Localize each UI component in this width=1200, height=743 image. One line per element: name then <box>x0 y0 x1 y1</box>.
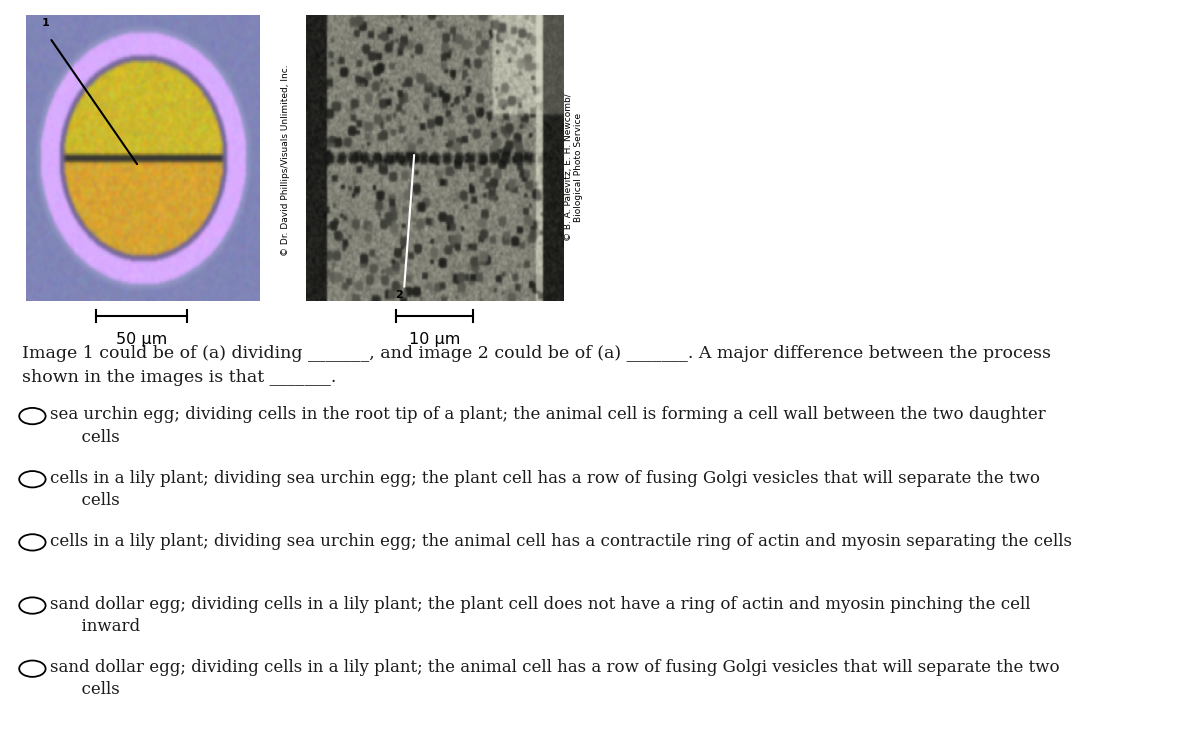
Text: sea urchin egg; dividing cells in the root tip of a plant; the animal cell is fo: sea urchin egg; dividing cells in the ro… <box>50 406 1046 446</box>
Text: 1: 1 <box>42 19 49 28</box>
Text: © Dr. David Phillips/Visuals Unlimited, Inc.: © Dr. David Phillips/Visuals Unlimited, … <box>281 64 290 256</box>
Text: © B. A. Palevitz, E. H. Newcomb/
Biological Photo Service: © B. A. Palevitz, E. H. Newcomb/ Biologi… <box>564 94 583 241</box>
Text: sand dollar egg; dividing cells in a lily plant; the animal cell has a row of fu: sand dollar egg; dividing cells in a lil… <box>50 659 1060 698</box>
Text: 2: 2 <box>395 290 403 300</box>
Text: cells in a lily plant; dividing sea urchin egg; the animal cell has a contractil: cells in a lily plant; dividing sea urch… <box>50 533 1073 550</box>
Text: 50 μm: 50 μm <box>116 332 167 347</box>
Text: Image 1 could be of (a) dividing _______, and image 2 could be of (a) _______. A: Image 1 could be of (a) dividing _______… <box>22 345 1051 386</box>
Text: 10 μm: 10 μm <box>409 332 460 347</box>
Text: cells in a lily plant; dividing sea urchin egg; the plant cell has a row of fusi: cells in a lily plant; dividing sea urch… <box>50 470 1040 509</box>
Text: sand dollar egg; dividing cells in a lily plant; the plant cell does not have a : sand dollar egg; dividing cells in a lil… <box>50 596 1031 635</box>
